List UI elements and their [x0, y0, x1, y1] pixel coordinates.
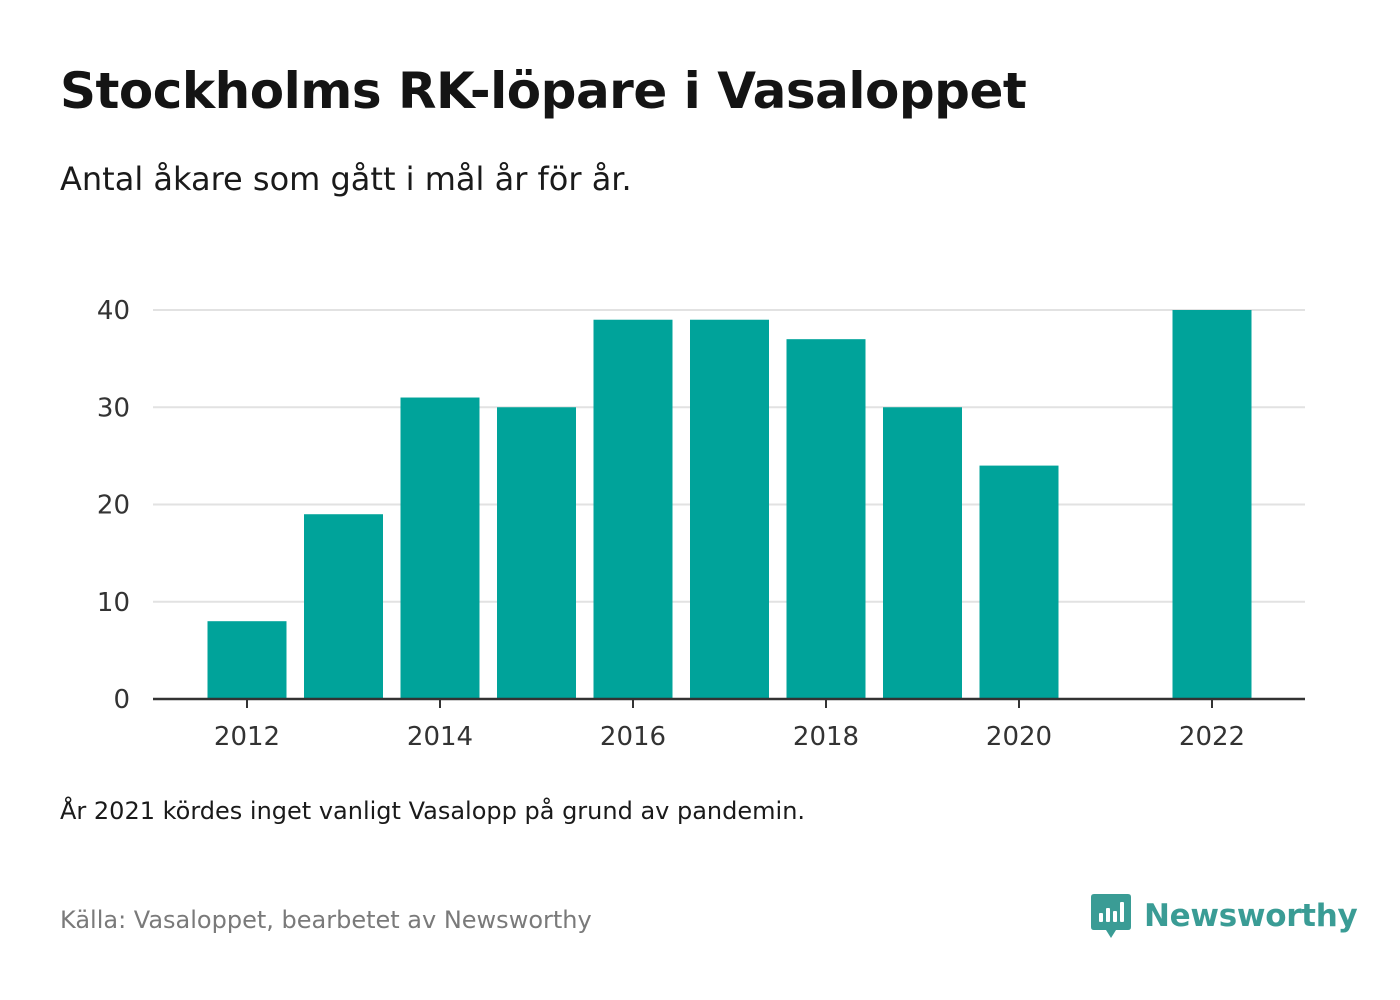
- bars: [207, 310, 1252, 699]
- bar-2020: [979, 465, 1059, 699]
- bar-2015: [497, 407, 576, 699]
- bar-chart: 2012 2014 2016 2018 2020 2022 0 10 20 30 40: [97, 296, 1305, 752]
- x-tick-label: 2020: [986, 722, 1052, 752]
- x-tick-label: 2022: [1179, 722, 1245, 752]
- brand-name: Newsworthy: [1144, 898, 1358, 934]
- x-axis-ticks: 2012 2014 2016 2018 2020 2022: [214, 699, 1245, 752]
- x-tick-label: 2014: [407, 722, 473, 752]
- x-tick-label: 2018: [793, 722, 859, 752]
- bar-2017: [690, 319, 769, 699]
- y-axis-ticks: 0 10 20 30 40: [97, 296, 130, 715]
- chart-subtitle: Antal åkare som gått i mål år för år.: [60, 160, 632, 198]
- x-tick-label: 2016: [600, 722, 666, 752]
- bar-2013: [304, 514, 383, 699]
- y-tick-label: 0: [113, 685, 130, 715]
- chart-note: År 2021 kördes inget vanligt Vasalopp på…: [60, 797, 806, 825]
- bar-2018: [786, 339, 866, 699]
- source-credit: Källa: Vasaloppet, bearbetet av Newswort…: [60, 906, 592, 934]
- y-tick-label: 20: [97, 491, 130, 521]
- bar-2019: [883, 407, 962, 699]
- bar-2014: [400, 397, 480, 699]
- newsworthy-logo-icon: [1091, 894, 1131, 938]
- y-tick-label: 10: [97, 588, 130, 618]
- chart-title: Stockholms RK-löpare i Vasaloppet: [60, 62, 1027, 120]
- y-tick-label: 40: [97, 296, 130, 326]
- brand-logo: Newsworthy: [1090, 892, 1358, 940]
- bar-2012: [207, 621, 287, 699]
- bar-2016: [593, 319, 673, 699]
- x-tick-label: 2012: [214, 722, 280, 752]
- y-tick-label: 30: [97, 393, 130, 423]
- bar-2022: [1172, 310, 1252, 699]
